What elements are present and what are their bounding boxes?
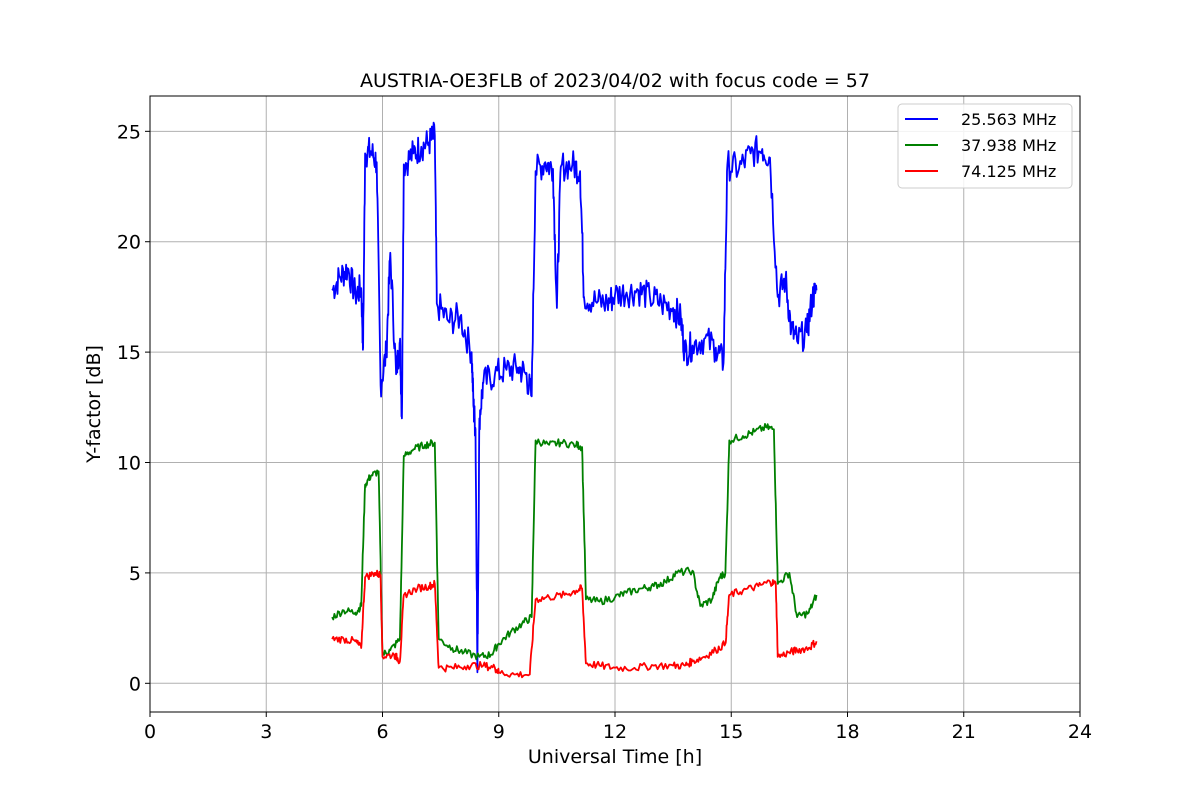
- series-line-0: [331, 121, 818, 674]
- x-axis-label: Universal Time [h]: [528, 746, 702, 768]
- series-line-2: [331, 569, 818, 679]
- y-tick-label: 15: [117, 342, 141, 364]
- chart-title: AUSTRIA-OE3FLB of 2023/04/02 with focus …: [360, 70, 870, 92]
- legend-label-2: 74.125 MHz: [961, 162, 1056, 181]
- x-tick-label: 0: [144, 721, 156, 743]
- legend: 25.563 MHz 37.938 MHz 74.125 MHz: [897, 103, 1073, 189]
- y-tick-label: 20: [117, 232, 141, 254]
- x-tick-label: 3: [260, 721, 272, 743]
- y-tick-label: 25: [117, 121, 141, 143]
- series-layer: [331, 121, 818, 679]
- y-tick-label: 0: [129, 673, 141, 695]
- y-tick-label: 5: [129, 563, 141, 585]
- x-tick-label: 15: [719, 721, 743, 743]
- x-tick-label: 12: [603, 721, 627, 743]
- y-tick-label: 10: [117, 453, 141, 475]
- legend-label-1: 37.938 MHz: [961, 136, 1056, 155]
- x-tick-label: 6: [376, 721, 388, 743]
- x-tick-label: 24: [1068, 721, 1092, 743]
- y-axis-label: Y-factor [dB]: [83, 345, 105, 464]
- legend-label-0: 25.563 MHz: [961, 110, 1056, 129]
- legend-box: [897, 103, 1073, 189]
- x-tick-label: 9: [493, 721, 505, 743]
- x-tick-label: 18: [835, 721, 859, 743]
- x-tick-label: 21: [952, 721, 976, 743]
- series-line-1: [331, 423, 818, 661]
- axes: 0 3 6 9 12 15 18 21 24 0 5 10 15 20 25: [117, 95, 1092, 743]
